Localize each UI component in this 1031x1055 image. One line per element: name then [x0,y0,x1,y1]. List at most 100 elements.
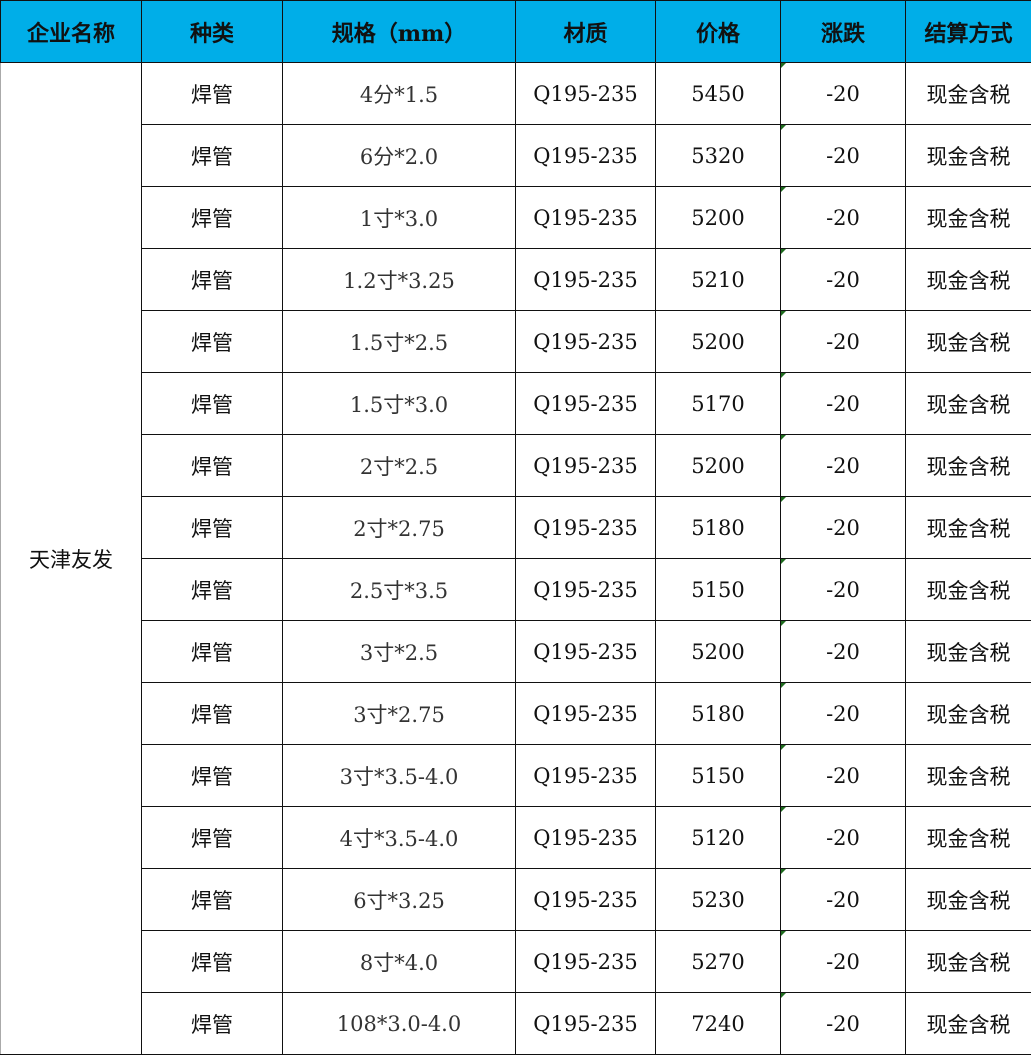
table-row: 焊管 2寸*2.75 Q195-235 5180 -20 现金含税 [1,496,1031,559]
header-spec: 规格（mm） [282,0,516,63]
cell-material: Q195-235 [515,62,656,125]
cell-material: Q195-235 [515,744,656,807]
cell-change: -20 [780,806,906,869]
cell-settlement: 现金含税 [905,992,1031,1055]
header-settlement: 结算方式 [905,0,1031,63]
cell-type: 焊管 [141,124,283,187]
header-price: 价格 [655,0,781,63]
cell-spec: 2寸*2.5 [282,434,516,497]
cell-material: Q195-235 [515,310,656,373]
cell-settlement: 现金含税 [905,806,1031,869]
cell-price: 5210 [655,248,781,311]
cell-spec: 2寸*2.75 [282,496,516,559]
cell-price: 5150 [655,558,781,621]
cell-settlement: 现金含税 [905,868,1031,931]
cell-type: 焊管 [141,434,283,497]
cell-price: 5200 [655,620,781,683]
cell-change: -20 [780,620,906,683]
cell-price: 5200 [655,434,781,497]
cell-change: -20 [780,124,906,187]
cell-material: Q195-235 [515,558,656,621]
cell-settlement: 现金含税 [905,124,1031,187]
table-row: 焊管 4寸*3.5-4.0 Q195-235 5120 -20 现金含税 [1,806,1031,869]
table-row: 焊管 6寸*3.25 Q195-235 5230 -20 现金含税 [1,868,1031,931]
table-row: 焊管 3寸*3.5-4.0 Q195-235 5150 -20 现金含税 [1,744,1031,807]
cell-change: -20 [780,496,906,559]
cell-spec: 108*3.0-4.0 [282,992,516,1055]
cell-type: 焊管 [141,868,283,931]
cell-type: 焊管 [141,310,283,373]
cell-spec: 1.5寸*2.5 [282,310,516,373]
cell-change: -20 [780,372,906,435]
cell-company: 天津友发 [0,62,142,1055]
cell-type: 焊管 [141,930,283,993]
cell-price: 5120 [655,806,781,869]
cell-material: Q195-235 [515,372,656,435]
cell-spec: 1.5寸*3.0 [282,372,516,435]
cell-price: 5180 [655,496,781,559]
cell-spec: 8寸*4.0 [282,930,516,993]
cell-type: 焊管 [141,248,283,311]
header-change: 涨跌 [780,0,906,63]
cell-change: -20 [780,310,906,373]
cell-settlement: 现金含税 [905,372,1031,435]
cell-type: 焊管 [141,62,283,125]
cell-spec: 4寸*3.5-4.0 [282,806,516,869]
cell-material: Q195-235 [515,620,656,683]
cell-change: -20 [780,186,906,249]
cell-type: 焊管 [141,372,283,435]
table-row: 焊管 1.5寸*2.5 Q195-235 5200 -20 现金含税 [1,310,1031,373]
cell-material: Q195-235 [515,682,656,745]
cell-settlement: 现金含税 [905,62,1031,125]
cell-material: Q195-235 [515,434,656,497]
cell-spec: 3寸*2.75 [282,682,516,745]
header-type: 种类 [141,0,283,63]
cell-type: 焊管 [141,992,283,1055]
cell-price: 7240 [655,992,781,1055]
cell-material: Q195-235 [515,496,656,559]
cell-spec: 4分*1.5 [282,62,516,125]
cell-settlement: 现金含税 [905,744,1031,807]
table-row: 焊管 1.5寸*3.0 Q195-235 5170 -20 现金含税 [1,372,1031,435]
cell-price: 5450 [655,62,781,125]
table-row: 焊管 3寸*2.5 Q195-235 5200 -20 现金含税 [1,620,1031,683]
cell-type: 焊管 [141,806,283,869]
cell-price: 5320 [655,124,781,187]
cell-price: 5200 [655,186,781,249]
cell-settlement: 现金含税 [905,248,1031,311]
cell-settlement: 现金含税 [905,496,1031,559]
cell-material: Q195-235 [515,868,656,931]
table-row: 焊管 2寸*2.5 Q195-235 5200 -20 现金含税 [1,434,1031,497]
table-row: 天津友发 焊管 4分*1.5 Q195-235 5450 -20 现金含税 [0,62,1031,1055]
cell-spec: 3寸*3.5-4.0 [282,744,516,807]
header-company: 企业名称 [0,0,142,63]
cell-type: 焊管 [141,682,283,745]
cell-change: -20 [780,992,906,1055]
cell-settlement: 现金含税 [905,186,1031,249]
cell-change: -20 [780,744,906,807]
cell-settlement: 现金含税 [905,434,1031,497]
table-row: 焊管 108*3.0-4.0 Q195-235 7240 -20 现金含税 [1,992,1031,1055]
cell-price: 5230 [655,868,781,931]
table-row: 焊管 6分*2.0 Q195-235 5320 -20 现金含税 [1,124,1031,187]
cell-type: 焊管 [141,620,283,683]
cell-type: 焊管 [141,744,283,807]
table-row: 焊管 3寸*2.75 Q195-235 5180 -20 现金含税 [1,682,1031,745]
cell-material: Q195-235 [515,248,656,311]
cell-material: Q195-235 [515,992,656,1055]
table-row: 焊管 8寸*4.0 Q195-235 5270 -20 现金含税 [1,930,1031,993]
cell-settlement: 现金含税 [905,620,1031,683]
cell-change: -20 [780,682,906,745]
table-row: 焊管 2.5寸*3.5 Q195-235 5150 -20 现金含税 [1,558,1031,621]
table-body: 天津友发 焊管 4分*1.5 Q195-235 5450 -20 现金含税 焊管 6分*2.0 Q… [0,62,1031,1055]
cell-settlement: 现金含税 [905,930,1031,993]
header-material: 材质 [515,0,656,63]
cell-price: 5170 [655,372,781,435]
cell-material: Q195-235 [515,186,656,249]
cell-change: -20 [780,248,906,311]
cell-change: -20 [780,868,906,931]
cell-type: 焊管 [141,496,283,559]
cell-price: 5200 [655,310,781,373]
cell-material: Q195-235 [515,930,656,993]
